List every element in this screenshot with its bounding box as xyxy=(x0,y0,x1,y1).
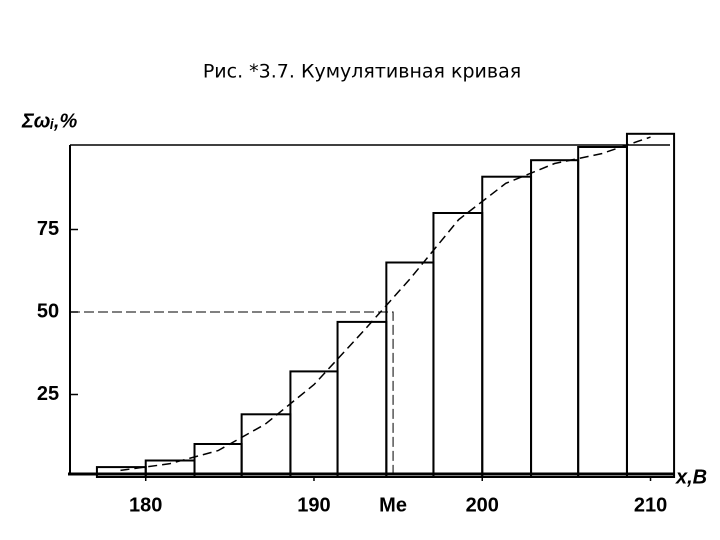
chart-title: Рис. *3.7. Кумулятивная кривая xyxy=(203,61,521,83)
bar xyxy=(336,320,388,478)
bar xyxy=(289,370,339,478)
y-axis-label: Σωᵢ,% xyxy=(21,110,77,132)
bar xyxy=(432,212,484,478)
bar xyxy=(481,175,533,478)
x-tick-label: 180 xyxy=(129,494,162,516)
bar xyxy=(530,159,580,478)
cumulative-curve xyxy=(120,136,651,472)
bar xyxy=(625,132,676,479)
median-guide xyxy=(70,311,394,477)
x-tick-label: Me xyxy=(379,494,407,516)
x-axis-label: x,В xyxy=(675,466,707,488)
y-tick-label: 75 xyxy=(37,218,59,240)
x-tick-label: 190 xyxy=(297,494,330,516)
bar xyxy=(193,443,243,478)
x-tick-label: 200 xyxy=(466,494,499,516)
y-tick-label: 25 xyxy=(37,383,59,405)
bar xyxy=(577,146,628,478)
x-tick-label: 210 xyxy=(634,494,667,516)
y-tick-label: 50 xyxy=(37,300,59,322)
